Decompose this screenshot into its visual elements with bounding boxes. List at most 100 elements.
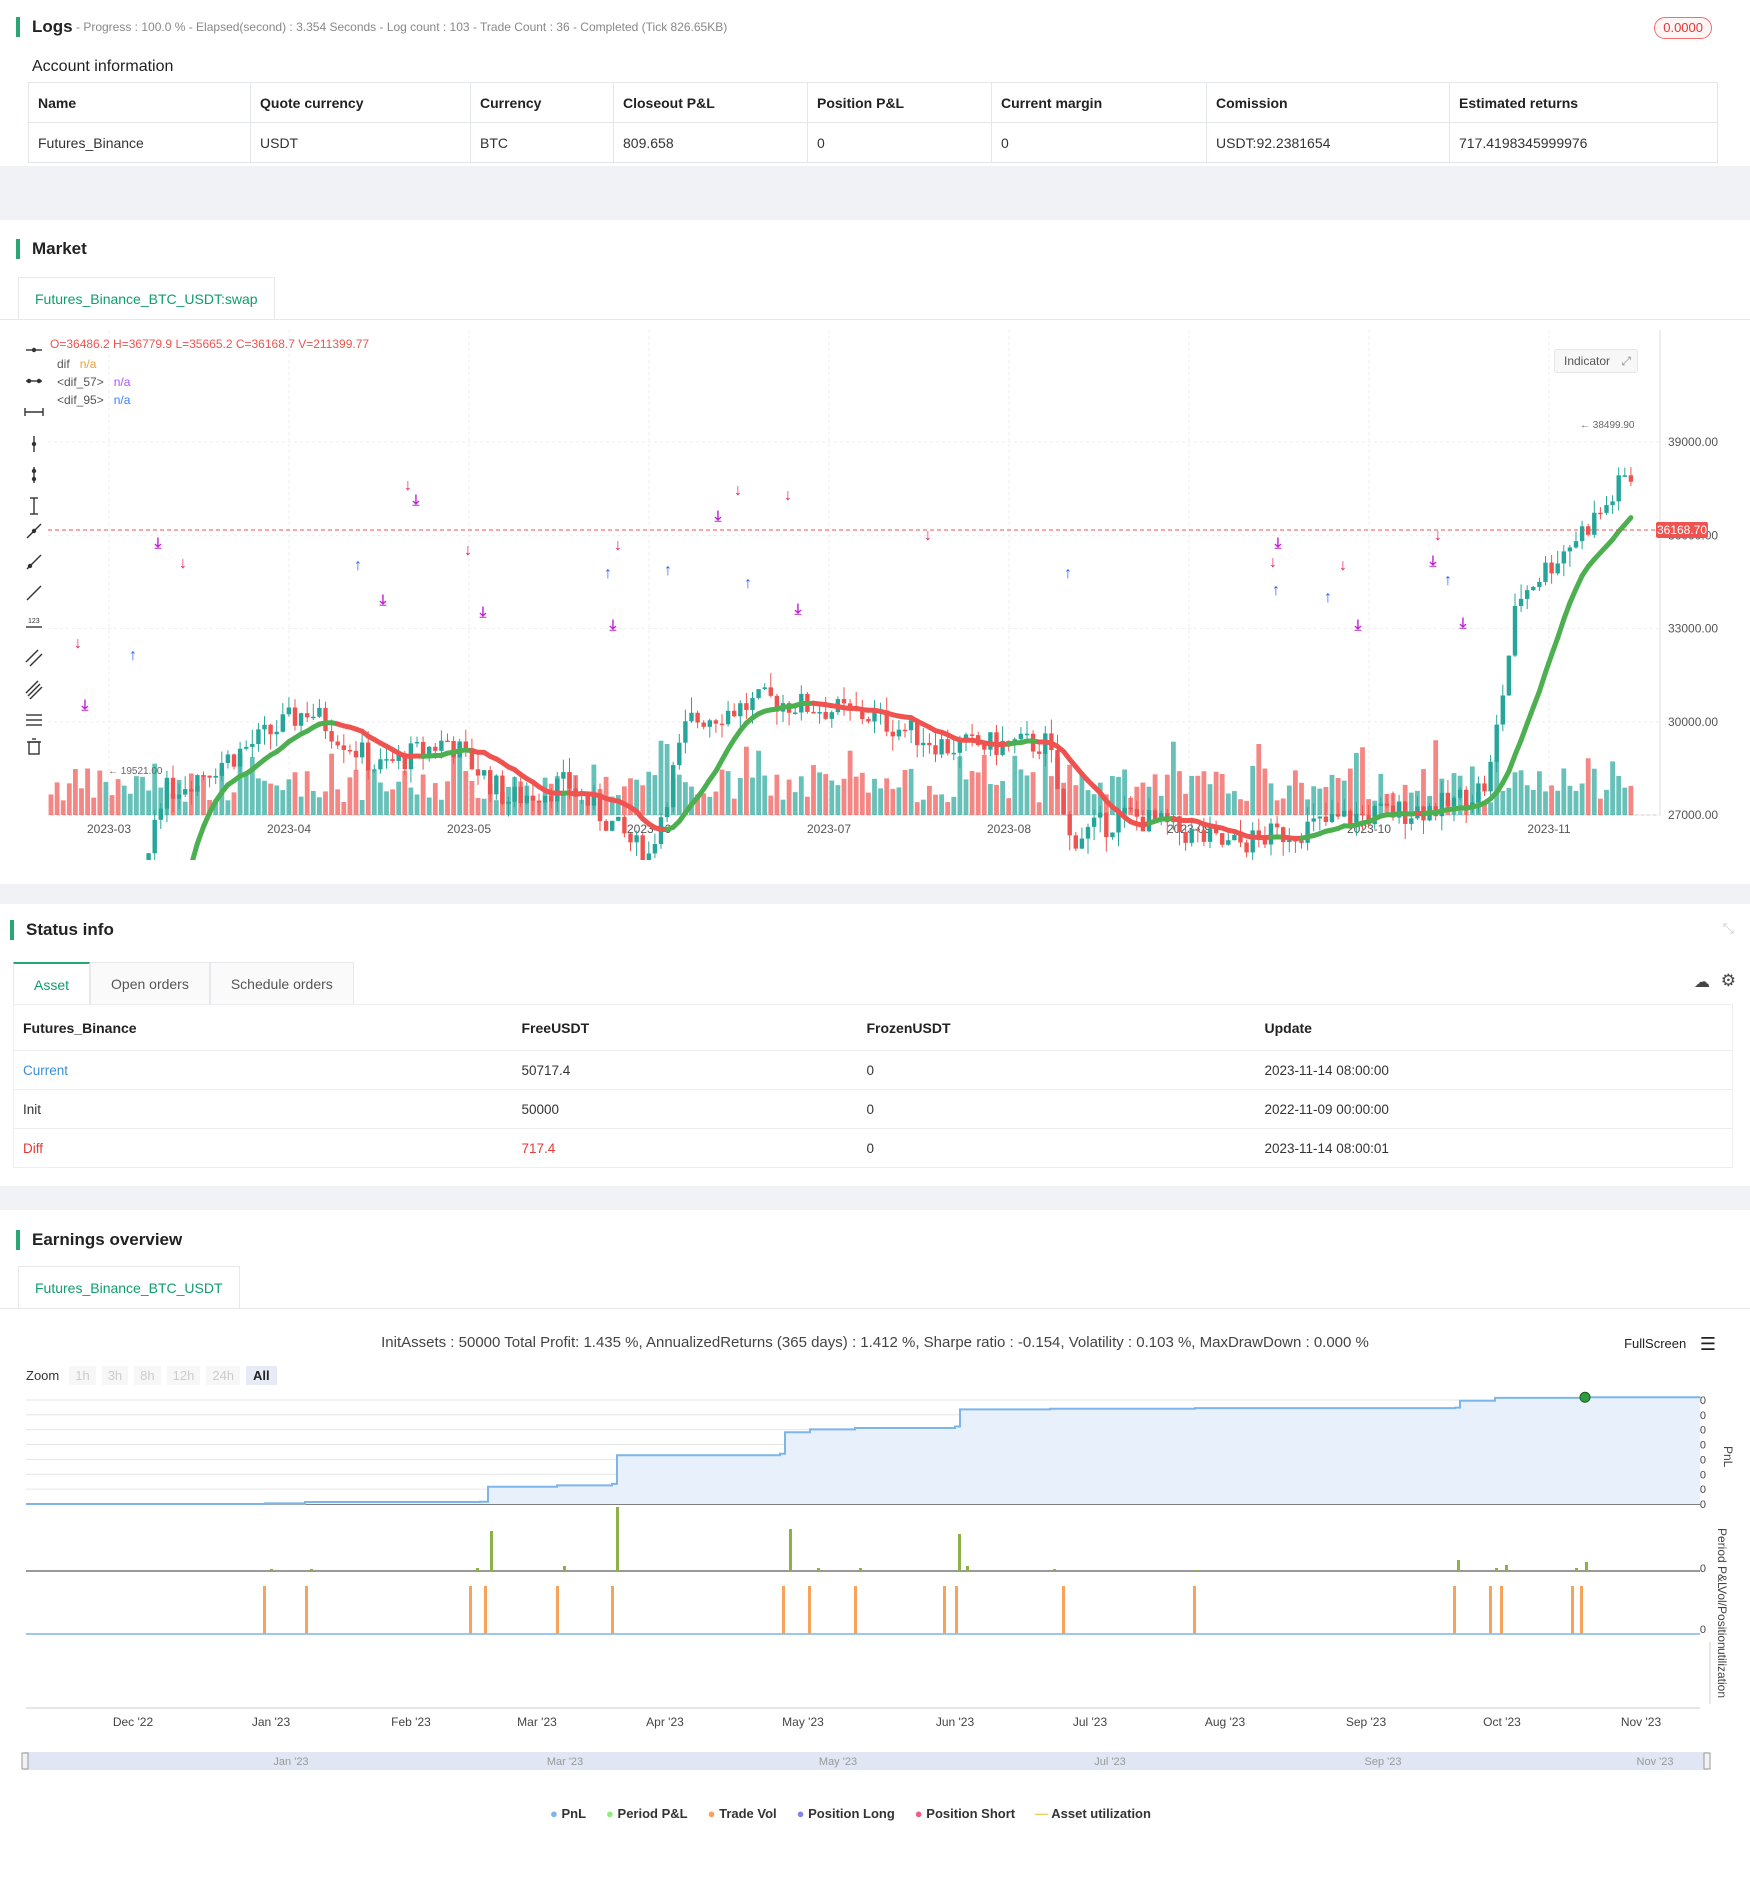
volume-bar bbox=[1140, 782, 1146, 815]
expand-icon[interactable]: ⤢ bbox=[1621, 354, 1631, 368]
volume-bar bbox=[1299, 782, 1304, 815]
parallel-channel-icon[interactable] bbox=[25, 649, 43, 667]
long-signal-icon: ↑ bbox=[744, 575, 752, 592]
zoom-12h[interactable]: 12h bbox=[166, 1366, 201, 1385]
extended-line-icon[interactable] bbox=[24, 408, 44, 416]
time-tick-label: 2023-05 bbox=[447, 822, 491, 836]
account-cell: BTC bbox=[470, 122, 614, 163]
price-label-icon[interactable]: 123 bbox=[26, 618, 42, 628]
volume-bar bbox=[384, 791, 389, 815]
tab-schedule-orders[interactable]: Schedule orders bbox=[209, 962, 354, 1004]
logs-badge: 0.0000 bbox=[1654, 17, 1712, 39]
account-col: Position P&L bbox=[807, 82, 992, 123]
ma-line-segment bbox=[190, 840, 200, 860]
candle-body bbox=[1348, 810, 1353, 826]
tab-open-orders[interactable]: Open orders bbox=[90, 962, 210, 1004]
price-lines-icon[interactable] bbox=[26, 714, 42, 726]
candle-body bbox=[908, 720, 914, 731]
tab-market-symbol[interactable]: Futures_Binance_BTC_USDT:swap bbox=[18, 277, 275, 319]
cloud-download-icon[interactable]: ☁ bbox=[1694, 974, 1710, 991]
axis-label: Period P&L bbox=[1715, 1528, 1729, 1589]
candle-body bbox=[957, 739, 963, 753]
horizontal-line-icon[interactable] bbox=[26, 347, 42, 353]
candlestick-chart[interactable]: 39000.0036000.0033000.0030000.0027000.00… bbox=[48, 330, 1748, 860]
volume-bar bbox=[1408, 792, 1414, 815]
trade-vol-bar bbox=[305, 1586, 308, 1634]
vertical-segment-icon[interactable] bbox=[30, 497, 38, 515]
low-price-label: ← 19521.00 bbox=[108, 766, 163, 777]
candle-body bbox=[1506, 655, 1512, 696]
zoom-24h[interactable]: 24h bbox=[206, 1366, 241, 1385]
vertical-ray-icon[interactable] bbox=[31, 467, 37, 483]
asset-row-label[interactable]: Current bbox=[13, 1050, 513, 1090]
candle-body bbox=[1274, 823, 1280, 828]
candle-body bbox=[1067, 814, 1072, 836]
period-pnl-bar bbox=[270, 1569, 273, 1571]
legend-position-short[interactable]: ● Position Short bbox=[915, 1806, 1015, 1821]
indicator-button-label: Indicator bbox=[1564, 354, 1611, 368]
earnings-title: Earnings overview bbox=[16, 1230, 182, 1250]
navigator-handle-left[interactable] bbox=[21, 1752, 29, 1770]
chart-legend: dif n/a <dif_57> n/a <dif_95> n/a bbox=[57, 355, 130, 409]
candle-body bbox=[616, 816, 621, 821]
long-signal-icon: ↑ bbox=[1272, 582, 1280, 599]
navigator-range[interactable] bbox=[24, 1752, 1708, 1770]
tab-asset[interactable]: Asset bbox=[13, 962, 91, 1004]
time-tick-label: 2023-07 bbox=[807, 822, 851, 836]
collapse-icon[interactable]: ⤡ bbox=[1722, 920, 1734, 936]
indicator-button[interactable]: Indicator ⤢ bbox=[1554, 349, 1638, 373]
candle-body bbox=[982, 745, 987, 750]
zoom-8h[interactable]: 8h bbox=[134, 1366, 161, 1385]
vol-tick-label: 0 bbox=[1700, 1624, 1706, 1636]
volume-bar bbox=[536, 800, 542, 815]
volume-bar bbox=[256, 778, 261, 815]
fullscreen-button[interactable]: FullScreen ☰ bbox=[1624, 1334, 1716, 1355]
volume-bar bbox=[140, 776, 145, 815]
close-signal-icon: ⤓ bbox=[1429, 553, 1437, 570]
gear-icon[interactable]: ⚙ bbox=[1720, 971, 1736, 990]
candle-body bbox=[1183, 832, 1188, 843]
zoom-all[interactable]: All bbox=[246, 1366, 277, 1385]
segment-line-icon[interactable] bbox=[26, 585, 42, 601]
legend-position-long[interactable]: ● Position Long bbox=[797, 1806, 895, 1821]
candle-body bbox=[677, 742, 682, 766]
volume-bar bbox=[1372, 800, 1378, 815]
candle-body bbox=[494, 775, 499, 795]
volume-bar bbox=[1530, 789, 1536, 815]
candle-body bbox=[951, 752, 956, 755]
trend-line-icon[interactable] bbox=[26, 523, 42, 539]
volume-bar bbox=[768, 795, 774, 815]
fibonacci-icon[interactable] bbox=[25, 680, 43, 700]
earnings-chart[interactable]: 7006005004003002001000PnL0Period P&L0Vol… bbox=[0, 1386, 1750, 1886]
legend-asset-utilization[interactable]: — Asset utilization bbox=[1035, 1806, 1151, 1821]
close-signal-icon: ⤓ bbox=[794, 601, 802, 618]
volume-bar bbox=[1146, 786, 1152, 815]
trash-icon[interactable] bbox=[27, 738, 41, 755]
candle-body bbox=[1317, 816, 1322, 819]
tab-earnings-symbol[interactable]: Futures_Binance_BTC_USDT bbox=[18, 1266, 240, 1308]
horizontal-ray-icon[interactable] bbox=[26, 378, 42, 384]
navigator-handle-right[interactable] bbox=[1703, 1752, 1711, 1770]
volume-bar bbox=[969, 770, 975, 815]
legend-pnl[interactable]: ● PnL bbox=[550, 1806, 586, 1821]
ray-line-icon[interactable] bbox=[26, 554, 42, 570]
logs-title: Logs bbox=[16, 17, 73, 37]
vertical-line-icon[interactable] bbox=[31, 436, 37, 452]
legend-trade-vol[interactable]: ● Trade Vol bbox=[708, 1806, 777, 1821]
candle-body bbox=[244, 746, 249, 749]
volume-bar bbox=[1335, 777, 1341, 815]
menu-icon[interactable]: ☰ bbox=[1699, 1334, 1716, 1354]
candle-body bbox=[329, 731, 334, 742]
volume-bar bbox=[1116, 776, 1121, 815]
zoom-3h[interactable]: 3h bbox=[101, 1366, 129, 1385]
volume-bar bbox=[908, 768, 914, 815]
zoom-1h[interactable]: 1h bbox=[69, 1366, 96, 1385]
volume-bar bbox=[475, 797, 481, 815]
legend-period-pnl[interactable]: ● Period P&L bbox=[606, 1806, 688, 1821]
long-signal-icon: ↑ bbox=[1324, 589, 1332, 606]
candle-body bbox=[738, 703, 743, 717]
volume-bar bbox=[518, 781, 524, 815]
trade-vol-bar bbox=[1580, 1586, 1583, 1634]
volume-bar bbox=[591, 764, 597, 815]
volume-bar bbox=[988, 784, 993, 815]
